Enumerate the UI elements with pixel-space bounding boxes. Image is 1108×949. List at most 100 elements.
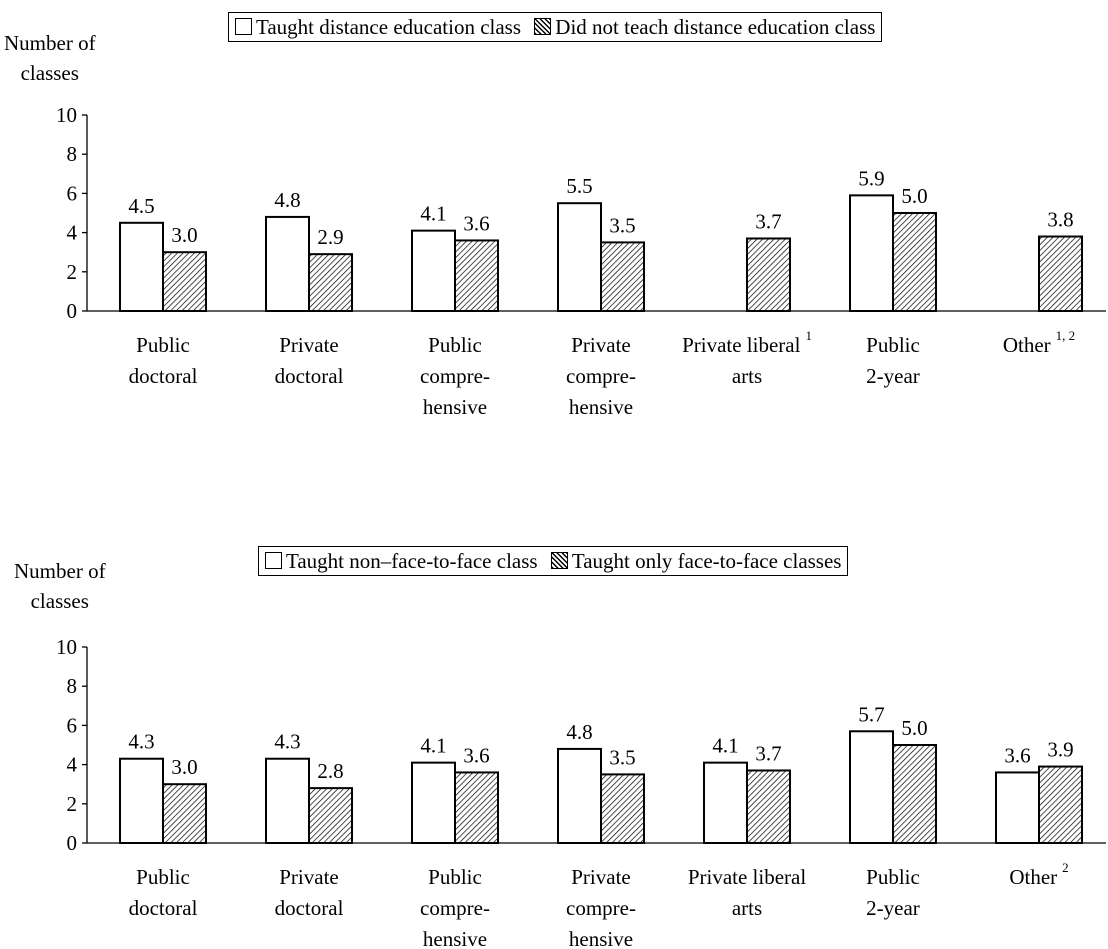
footnote-marker: 1 <box>805 328 812 343</box>
data-label: 4.8 <box>274 188 300 212</box>
bar-open <box>703 761 748 845</box>
bar-hatched <box>892 744 937 844</box>
footnote-marker: 2 <box>1062 860 1069 875</box>
y-tick-label: 8 <box>67 674 78 698</box>
category-label: Public <box>136 333 190 357</box>
y-tick-label: 6 <box>67 713 78 737</box>
legend-item-series-1: Taught non–face-to-face class <box>265 547 538 575</box>
bar-hatched <box>600 241 645 312</box>
plot-area: 0 2 4 6 8 10 4.5 3.0 Public doctoral 4.8 2.9 Private… <box>56 103 1106 419</box>
y-tick-label: 0 <box>67 831 78 855</box>
data-label: 2.9 <box>317 225 343 249</box>
bar-open <box>265 757 310 844</box>
category-label: Private <box>279 865 338 889</box>
chart-distance-education: Taught distance education class Did not … <box>0 0 1108 470</box>
y-axis-label: Number of classes <box>14 556 106 616</box>
legend-item-series-2: Did not teach distance education class <box>534 13 875 41</box>
data-label: 3.6 <box>463 743 489 767</box>
legend: Taught non–face-to-face class Taught onl… <box>258 546 849 576</box>
bar-hatched <box>1038 765 1083 844</box>
bar-hatched <box>308 787 353 844</box>
bar-open <box>265 215 310 312</box>
plot-area: 0 2 4 6 8 10 4.3 3.0 Public doctoral 4.3 2.8 Private… <box>56 635 1106 949</box>
category-label: arts <box>732 896 762 920</box>
category-label: hensive <box>423 395 487 419</box>
category-label: Private liberal <box>688 865 807 889</box>
data-label: 3.9 <box>1047 738 1073 762</box>
y-axis-label-line: classes <box>20 61 79 85</box>
category-label: 2-year <box>866 896 920 920</box>
data-label: 4.1 <box>712 734 738 758</box>
y-tick-label: 10 <box>56 635 77 659</box>
bar-hatched <box>600 773 645 844</box>
bar-hatched <box>454 239 499 312</box>
data-label: 5.7 <box>858 702 884 726</box>
category-label: arts <box>732 364 762 388</box>
category-label: Private liberal 1 <box>682 328 812 357</box>
category-label: compre- <box>420 364 490 388</box>
category-label: compre- <box>420 896 490 920</box>
data-label: 4.1 <box>420 734 446 758</box>
bar-open <box>119 221 164 312</box>
category-label: hensive <box>569 927 633 949</box>
category-label: Public <box>428 865 482 889</box>
category-label: Other 2 <box>1009 860 1068 889</box>
data-label: 3.0 <box>171 755 197 779</box>
data-label: 4.8 <box>566 720 592 744</box>
bar-hatched <box>746 769 791 845</box>
category-label: Private <box>571 333 630 357</box>
y-axis-label-line: classes <box>30 589 89 613</box>
category-label: Public <box>866 865 920 889</box>
category-label: Other 1, 2 <box>1003 328 1075 357</box>
data-label: 3.7 <box>755 741 781 765</box>
category-label: Private <box>571 865 630 889</box>
legend-label: Taught non–face-to-face class <box>286 549 538 573</box>
bar-hatched <box>746 237 791 312</box>
legend-swatch-open <box>235 18 252 35</box>
y-tick-label: 4 <box>67 221 78 245</box>
bar-open <box>849 730 894 844</box>
category-label: hensive <box>569 395 633 419</box>
data-label: 3.8 <box>1047 208 1073 232</box>
bar-hatched <box>162 251 207 312</box>
y-tick-label: 4 <box>67 753 78 777</box>
bar-open <box>995 771 1040 844</box>
legend-swatch-hatched <box>550 552 568 569</box>
legend-label: Did not teach distance education class <box>555 15 876 39</box>
bar-open <box>411 761 456 845</box>
category-label: doctoral <box>275 896 344 920</box>
data-label: 4.3 <box>274 730 300 754</box>
bar-hatched <box>162 783 207 845</box>
y-tick-label: 2 <box>67 260 78 284</box>
category-label: Public <box>428 333 482 357</box>
data-label: 5.9 <box>858 166 884 190</box>
bar-open <box>849 194 894 312</box>
data-label: 5.5 <box>566 174 592 198</box>
chart-face-to-face: Taught non–face-to-face class Taught onl… <box>0 470 1108 949</box>
bar-hatched <box>308 253 353 313</box>
legend-swatch-hatched <box>534 18 552 35</box>
category-label: doctoral <box>129 364 198 388</box>
legend-item-series-2: Taught only face-to-face classes <box>550 547 842 575</box>
data-label: 3.0 <box>171 223 197 247</box>
bar-hatched <box>1038 235 1083 313</box>
bar-open <box>411 229 456 312</box>
y-tick-label: 6 <box>67 181 78 205</box>
y-tick-label: 8 <box>67 142 78 166</box>
y-axis-label-line: Number of <box>14 559 106 583</box>
bar-hatched <box>892 212 937 312</box>
data-label: 4.5 <box>128 194 154 218</box>
y-tick-label: 10 <box>56 103 77 127</box>
legend-label: Taught distance education class <box>256 15 522 39</box>
legend: Taught distance education class Did not … <box>228 12 883 42</box>
bar-open <box>557 747 602 845</box>
footnote-marker: 1, 2 <box>1056 328 1076 343</box>
category-label: doctoral <box>129 896 198 920</box>
category-label: hensive <box>423 927 487 949</box>
category-label: 2-year <box>866 364 920 388</box>
bar-hatched <box>454 771 499 844</box>
legend-swatch-open <box>265 552 282 569</box>
legend-label: Taught only face-to-face classes <box>571 549 842 573</box>
legend-item-series-1: Taught distance education class <box>235 13 521 41</box>
category-label: compre- <box>566 896 636 920</box>
